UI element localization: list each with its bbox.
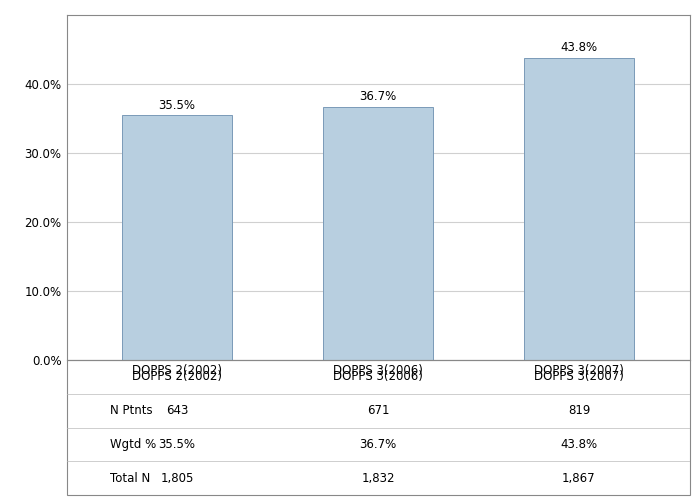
Text: Wgtd %: Wgtd % [110, 438, 156, 451]
Text: 1,832: 1,832 [361, 472, 395, 484]
Text: DOPPS 2(2002): DOPPS 2(2002) [132, 370, 222, 384]
Text: 819: 819 [568, 404, 590, 417]
Text: Total N: Total N [110, 472, 150, 484]
Text: 1,867: 1,867 [562, 472, 596, 484]
Bar [524, 58, 634, 360]
Text: 671: 671 [367, 404, 389, 417]
Text: 643: 643 [166, 404, 188, 417]
Text: 36.7%: 36.7% [359, 90, 397, 104]
Bar [122, 115, 232, 360]
Text: 43.8%: 43.8% [561, 42, 598, 54]
Text: DOPPS 3(2007): DOPPS 3(2007) [534, 370, 624, 384]
Bar [323, 107, 433, 360]
Text: 35.5%: 35.5% [158, 438, 195, 451]
Text: N Ptnts: N Ptnts [110, 404, 153, 417]
Text: 36.7%: 36.7% [359, 438, 397, 451]
Text: 35.5%: 35.5% [158, 98, 195, 112]
Text: 1,805: 1,805 [160, 472, 194, 484]
Text: 43.8%: 43.8% [561, 438, 598, 451]
Text: DOPPS 3(2006): DOPPS 3(2006) [333, 370, 423, 384]
